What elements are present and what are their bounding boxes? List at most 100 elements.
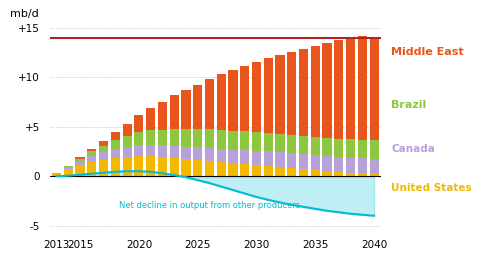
Bar — [264, 166, 273, 176]
Bar — [311, 137, 320, 155]
Bar — [217, 74, 226, 130]
Bar — [299, 136, 308, 155]
Bar — [99, 146, 108, 152]
Bar — [299, 49, 308, 136]
Bar — [334, 40, 344, 139]
Bar — [217, 149, 226, 162]
Bar — [287, 154, 297, 168]
Bar — [134, 132, 144, 145]
Bar — [322, 171, 332, 176]
Bar — [311, 170, 320, 176]
Bar — [134, 145, 144, 156]
Bar — [205, 129, 214, 148]
Bar — [240, 66, 249, 131]
Bar — [252, 62, 261, 132]
Bar — [358, 159, 367, 173]
Bar — [146, 130, 155, 145]
Bar — [64, 167, 73, 169]
Bar — [111, 140, 120, 149]
Bar — [170, 95, 179, 129]
Bar — [123, 157, 132, 176]
Bar — [311, 46, 320, 137]
Bar — [275, 152, 285, 167]
Bar — [252, 165, 261, 176]
Bar — [346, 139, 355, 158]
Bar — [146, 108, 155, 130]
Bar — [146, 156, 155, 176]
Text: Net decline in output from other producers: Net decline in output from other produce… — [119, 201, 300, 210]
Bar — [99, 160, 108, 176]
Bar — [287, 52, 297, 135]
Bar — [264, 151, 273, 166]
Bar — [87, 151, 97, 156]
Bar — [369, 140, 379, 159]
Text: Canada: Canada — [391, 144, 435, 154]
Bar — [205, 161, 214, 176]
Bar — [334, 172, 344, 176]
Bar — [193, 160, 202, 176]
Bar — [111, 132, 120, 140]
Bar — [181, 129, 191, 146]
Bar — [76, 161, 85, 165]
Bar — [228, 131, 238, 150]
Bar — [64, 169, 73, 176]
Bar — [369, 38, 379, 140]
Bar — [99, 141, 108, 146]
Bar — [275, 55, 285, 134]
Bar — [217, 162, 226, 176]
Bar — [123, 147, 132, 157]
Bar — [228, 150, 238, 163]
Bar — [99, 152, 108, 160]
Bar — [170, 129, 179, 146]
Bar — [252, 151, 261, 165]
Bar — [322, 138, 332, 156]
Bar — [322, 156, 332, 171]
Bar — [123, 124, 132, 136]
Bar — [158, 157, 167, 176]
Bar — [170, 159, 179, 176]
Bar — [193, 85, 202, 129]
Bar — [181, 146, 191, 159]
Text: Brazil: Brazil — [391, 100, 426, 110]
Bar — [346, 158, 355, 173]
Bar — [76, 159, 85, 161]
Bar — [346, 173, 355, 176]
Bar — [275, 134, 285, 152]
Text: United States: United States — [391, 183, 472, 193]
Bar — [275, 167, 285, 176]
Bar — [111, 149, 120, 159]
Bar — [369, 159, 379, 174]
Bar — [264, 58, 273, 133]
Bar — [64, 166, 73, 167]
Bar — [240, 131, 249, 150]
Bar — [240, 164, 249, 176]
Bar — [87, 156, 97, 162]
Bar — [358, 140, 367, 159]
Bar — [181, 159, 191, 176]
Bar — [193, 147, 202, 160]
Bar — [228, 70, 238, 131]
Bar — [87, 162, 97, 176]
Bar — [158, 145, 167, 157]
Bar — [287, 168, 297, 176]
Bar — [334, 139, 344, 157]
Bar — [240, 150, 249, 164]
Bar — [264, 133, 273, 151]
Bar — [181, 90, 191, 129]
Bar — [252, 132, 261, 151]
Bar — [76, 165, 85, 176]
Bar — [299, 169, 308, 176]
Bar — [87, 149, 97, 151]
Bar — [299, 155, 308, 169]
Bar — [52, 173, 61, 174]
Bar — [205, 79, 214, 129]
Bar — [52, 174, 61, 176]
Bar — [158, 130, 167, 145]
Bar — [322, 43, 332, 138]
Bar — [123, 136, 132, 147]
Bar — [311, 155, 320, 170]
Bar — [146, 145, 155, 156]
Bar — [334, 157, 344, 172]
Bar — [369, 174, 379, 176]
Bar — [170, 146, 179, 159]
